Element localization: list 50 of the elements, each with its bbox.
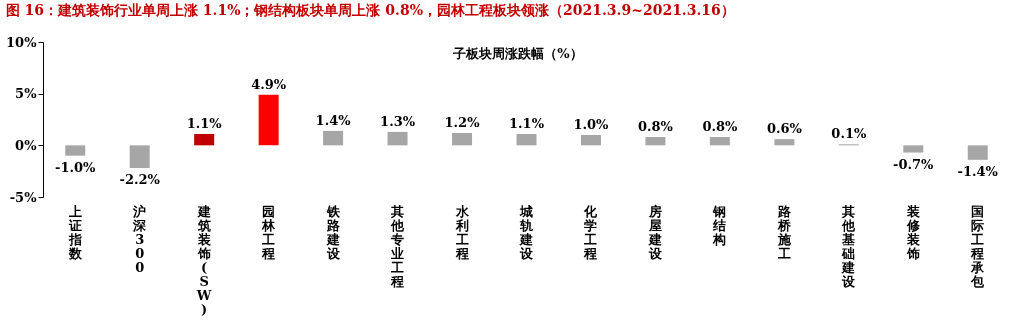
x-tick-label: 房屋建设: [647, 203, 663, 261]
x-tick-label: 铁路建设: [325, 203, 341, 261]
data-label: 1.3%: [380, 113, 416, 129]
data-label: 0.1%: [831, 126, 867, 142]
x-tick-label: 上证指数: [67, 203, 83, 261]
x-tick-label: 装修装饰: [905, 203, 921, 261]
y-tick-label: -5%: [9, 189, 38, 205]
x-tick-label: 其他基础建设: [841, 203, 857, 289]
data-label: -0.7%: [893, 156, 935, 172]
data-label: -2.2%: [119, 172, 161, 188]
bar: [258, 94, 279, 146]
x-tick-label: 钢结构: [712, 203, 727, 247]
bar: [903, 145, 924, 153]
bar: [452, 132, 473, 146]
x-tick-label: 沪深300: [132, 203, 148, 275]
bar: [323, 130, 344, 146]
y-tick-label: 10%: [6, 34, 38, 50]
data-label: 0.6%: [766, 121, 803, 137]
y-tick-label: 5%: [15, 86, 38, 102]
chart-subtitle: 子板块周涨跌幅（%）: [452, 46, 583, 61]
data-label: 1.2%: [444, 114, 481, 130]
data-label: 1.1%: [509, 115, 545, 131]
data-label: 1.0%: [573, 117, 610, 132]
x-tick-label: 其他专业工程: [390, 203, 406, 289]
x-tick-label: 园林工程: [261, 203, 277, 261]
x-tick-label: 化学工程: [583, 203, 599, 261]
x-tick-label: 路桥施工: [776, 203, 792, 261]
data-label: 0.8%: [637, 119, 674, 135]
bar: [967, 145, 988, 160]
x-tick-label: 水利工程: [454, 203, 470, 261]
bar: [580, 135, 601, 146]
x-tick-label: 城轨建设: [519, 203, 534, 261]
bar: [194, 133, 215, 146]
data-label: 4.9%: [251, 76, 287, 92]
data-label: -1.4%: [957, 163, 999, 179]
data-label: -1.0%: [55, 159, 97, 175]
bar: [65, 145, 86, 156]
x-tick-label: 建筑装饰(SW): [195, 203, 212, 317]
bar: [645, 137, 666, 146]
data-label: 1.4%: [315, 112, 352, 128]
bar: [129, 145, 150, 169]
data-label: 0.8%: [702, 119, 739, 135]
data-label: 1.1%: [186, 115, 223, 131]
bar: [516, 133, 537, 146]
bar: [774, 139, 795, 146]
chart-title: 图 16：建筑装饰行业单周上涨 1.1%；钢结构板块单周上涨 0.8%，园林工程板块领涨（2021.3.9~2021.3.16）: [5, 2, 735, 18]
bar: [387, 131, 408, 146]
y-tick-label: 0%: [15, 137, 38, 153]
bar: [709, 137, 730, 146]
x-tick-label: 国际工程承包: [970, 203, 986, 289]
